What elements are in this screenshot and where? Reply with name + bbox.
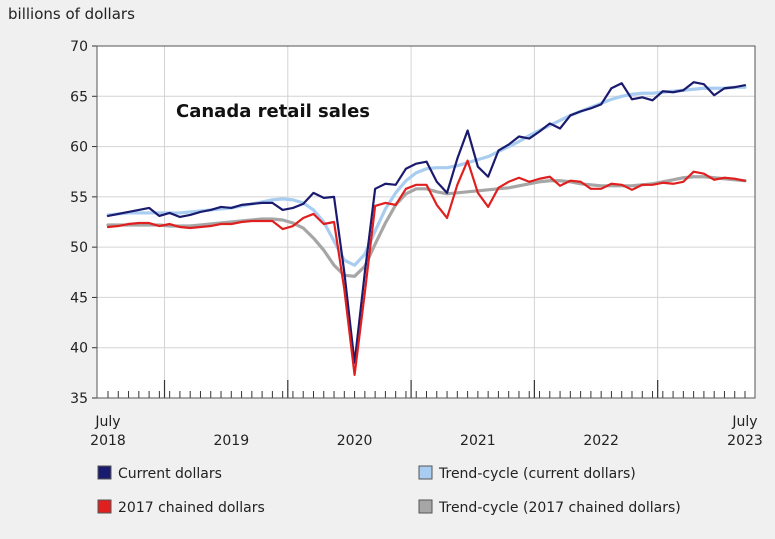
legend-label-1: Trend-cycle (current dollars)	[438, 466, 636, 482]
xlabel-bottom-2: 2020	[337, 433, 373, 449]
legend-label-2: 2017 chained dollars	[118, 500, 265, 516]
x-axis-labels: July 2018 2019 2020 2021 2022 July 2023	[90, 414, 763, 449]
legend-swatch-2	[97, 499, 112, 514]
series-line-3	[106, 175, 747, 278]
legend-label-0: Current dollars	[118, 466, 222, 482]
ytick-label-50: 50	[70, 240, 88, 256]
xlabel-top-5: July	[731, 414, 757, 430]
x-axis-ticks	[107, 380, 746, 398]
xlabel-bottom-1: 2019	[213, 433, 249, 449]
legend: Current dollars Trend-cycle (current doll…	[97, 465, 681, 516]
legend-swatch-3	[418, 499, 433, 514]
ytick-label-60: 60	[70, 140, 88, 156]
ytick-label-65: 65	[70, 89, 88, 105]
ytick-label-35: 35	[70, 391, 88, 407]
y-axis-ticks: 35 40 45 50 55 60 65 70	[70, 39, 97, 407]
series-line-0	[106, 81, 747, 364]
xlabel-bottom-3: 2021	[460, 433, 496, 449]
xlabel-bottom-0: 2018	[90, 433, 126, 449]
grid-lines	[97, 46, 755, 398]
plot-area	[97, 46, 755, 398]
series-line-2	[106, 159, 747, 376]
legend-swatch-1	[418, 465, 433, 480]
xlabel-bottom-4: 2022	[583, 433, 619, 449]
legend-label-3: Trend-cycle (2017 chained dollars)	[438, 500, 681, 516]
xlabel-top-0: July	[94, 414, 120, 430]
plot-border	[96, 45, 756, 399]
ytick-label-55: 55	[70, 190, 88, 206]
xlabel-bottom-5: 2023	[727, 433, 763, 449]
ytick-label-70: 70	[70, 39, 88, 55]
legend-swatch-0	[97, 465, 112, 480]
ytick-label-40: 40	[70, 341, 88, 357]
series-lines	[106, 81, 747, 376]
y-axis-unit-label: billions of dollars	[8, 5, 135, 23]
chart-title: Canada retail sales	[176, 101, 370, 122]
ytick-label-45: 45	[70, 290, 88, 306]
